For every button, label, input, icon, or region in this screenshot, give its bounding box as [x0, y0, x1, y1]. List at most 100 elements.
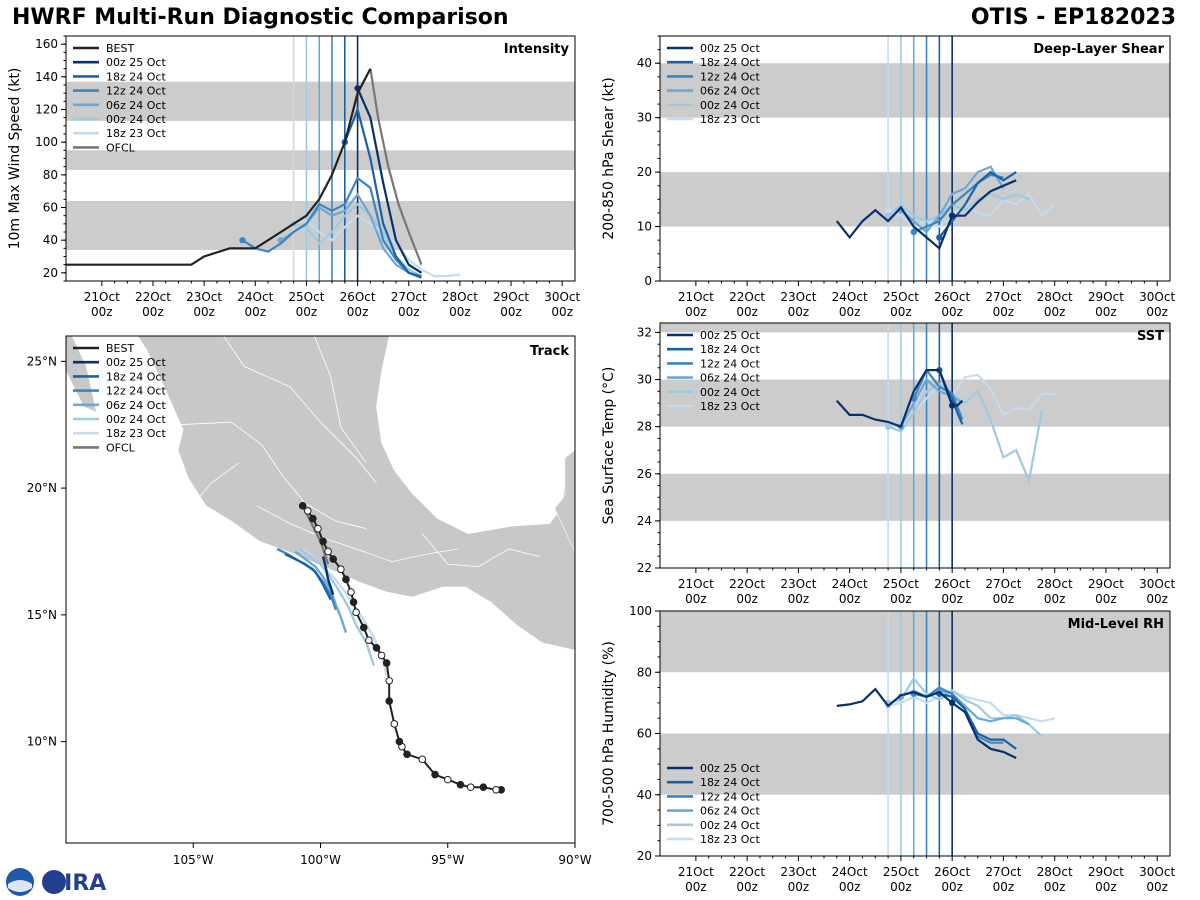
state-border-1: [223, 336, 377, 484]
x-tick-hour-7: 00z: [1044, 880, 1066, 894]
x-tick-day-2: 23Oct: [186, 290, 222, 304]
mexico-landmass: [137, 336, 575, 651]
series-line-0: [952, 179, 1017, 217]
legend-label-3: 06z 24 Oct: [700, 372, 760, 385]
y-tick-label-5: 120: [35, 103, 58, 117]
x-tick-hour-0: 00z: [91, 305, 113, 319]
x-tick-hour-2: 00z: [788, 592, 810, 606]
legend-label-2: 12z 24 Oct: [700, 790, 760, 803]
lat-tick-label-2: 20°N: [27, 481, 57, 495]
x-tick-day-1: 22Oct: [135, 290, 171, 304]
legend-label-4: 06z 24 Oct: [106, 99, 166, 112]
best-track-point-18: [359, 623, 368, 632]
x-tick-hour-7: 00z: [449, 305, 471, 319]
legend-label-0: 00z 25 Oct: [700, 42, 760, 55]
legend-label-4: 06z 24 Oct: [106, 399, 166, 412]
y-tick-label-0: 0: [644, 274, 652, 288]
y-axis-label: Sea Surface Temp (°C): [601, 367, 617, 525]
best-track-point-16: [372, 644, 381, 652]
x-tick-hour-0: 00z: [685, 305, 707, 319]
x-tick-hour-6: 00z: [993, 305, 1015, 319]
lat-tick-label-0: 10°N: [27, 735, 57, 749]
best-line: [835, 369, 954, 429]
panel-title: Intensity: [504, 42, 570, 57]
band-1: [660, 611, 1170, 673]
series-line-1: [939, 692, 1017, 750]
x-tick-hour-9: 00z: [1146, 592, 1168, 606]
y-tick-label-3: 30: [637, 111, 652, 125]
legend-label-5: 00z 24 Oct: [106, 413, 166, 426]
best-track-point-26: [319, 537, 327, 546]
y-tick-label-3: 28: [637, 420, 652, 434]
ofcl-line: [369, 68, 423, 266]
best-track-point-22: [342, 575, 350, 584]
band-1: [66, 150, 575, 170]
legend-label-6: 18z 23 Oct: [106, 127, 166, 140]
series-line-4: [887, 382, 1043, 485]
lat-tick-label-1: 15°N: [27, 608, 57, 622]
x-tick-hour-0: 00z: [685, 592, 707, 606]
x-tick-day-3: 24Oct: [832, 290, 868, 304]
y-tick-label-3: 80: [43, 168, 58, 182]
panel-title: Track: [530, 344, 569, 359]
x-tick-day-1: 22Oct: [729, 865, 765, 879]
map-area: [66, 336, 575, 794]
x-tick-hour-3: 00z: [244, 305, 266, 319]
x-tick-hour-1: 00z: [736, 592, 758, 606]
y-tick-label-2: 60: [637, 727, 652, 741]
series-init-point-2: [239, 236, 246, 244]
x-tick-day-9: 30Oct: [1139, 577, 1175, 591]
x-tick-day-0: 21Oct: [678, 290, 714, 304]
cira-logo-text: CIRA: [48, 871, 106, 896]
best-track-point-19: [352, 608, 360, 617]
legend-label-5: 18z 23 Oct: [700, 833, 760, 846]
page-title: HWRF Multi-Run Diagnostic Comparison: [12, 5, 509, 30]
x-tick-day-5: 26Oct: [934, 577, 970, 591]
best-track-point-27: [314, 524, 322, 533]
x-tick-hour-8: 00z: [500, 305, 522, 319]
legend-label-1: 18z 24 Oct: [700, 343, 760, 356]
best-track-point-28: [309, 514, 317, 523]
track-line-4: [299, 547, 376, 666]
x-tick-hour-2: 00z: [193, 305, 215, 319]
legend-label-6: 18z 23 Oct: [106, 427, 166, 440]
legend-label-0: BEST: [106, 42, 134, 55]
series-init-point-4: [884, 212, 892, 219]
x-tick-day-8: 29Oct: [1088, 865, 1124, 879]
legend-label-2: 12z 24 Oct: [700, 70, 760, 83]
legend-label-1: 18z 24 Oct: [700, 56, 760, 69]
y-tick-label-6: 140: [35, 70, 58, 84]
globe-icon: [42, 870, 66, 894]
best-track-point-6: [431, 770, 439, 779]
x-tick-hour-7: 00z: [1044, 305, 1066, 319]
x-tick-hour-9: 00z: [551, 305, 573, 319]
x-tick-day-0: 21Oct: [678, 577, 714, 591]
plot-area: [660, 323, 1170, 568]
lon-tick-label-1: 100°W: [300, 853, 341, 867]
x-tick-day-3: 24Oct: [832, 577, 868, 591]
noaa-cira-logo: CIRA: [6, 868, 106, 896]
track-line-0: [321, 556, 335, 595]
best-line: [66, 68, 372, 266]
x-tick-hour-3: 00z: [839, 880, 861, 894]
x-tick-hour-9: 00z: [1146, 305, 1168, 319]
best-track-point-1: [492, 785, 500, 794]
x-tick-hour-3: 00z: [839, 592, 861, 606]
plot-area: [660, 611, 1170, 856]
x-tick-day-7: 28Oct: [1037, 290, 1073, 304]
lon-tick-label-0: 105°W: [173, 853, 214, 867]
x-tick-hour-6: 00z: [993, 880, 1015, 894]
x-tick-day-2: 23Oct: [780, 865, 816, 879]
series-line-4: [887, 192, 1030, 223]
legend-label-4: 00z 24 Oct: [700, 819, 760, 832]
best-track-point-17: [365, 636, 373, 645]
baja-landmass: [66, 336, 97, 413]
x-tick-day-1: 22Oct: [729, 577, 765, 591]
best-track-point-14: [382, 659, 391, 667]
series-line-3: [900, 165, 1005, 234]
x-tick-hour-7: 00z: [1044, 592, 1066, 606]
y-tick-label-5: 32: [637, 325, 652, 339]
best-track-point-12: [385, 697, 394, 705]
